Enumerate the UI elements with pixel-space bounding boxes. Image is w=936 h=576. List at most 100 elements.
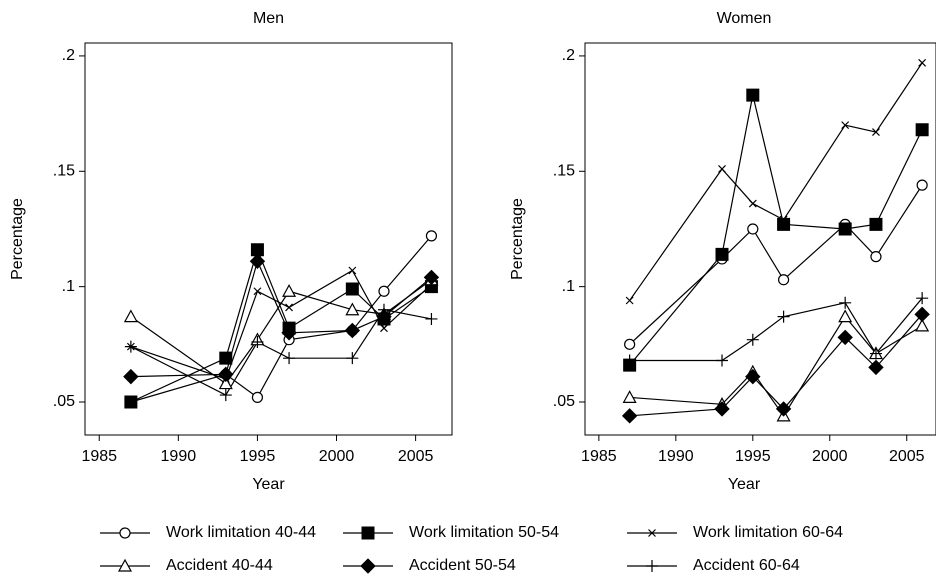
x-tick-label: 1990 [658,448,694,465]
data-point [837,329,853,346]
data-point [841,121,850,130]
data-point [425,230,438,242]
data-point [718,165,726,173]
data-point [622,390,637,403]
data-point [380,324,388,333]
series-line [629,62,923,301]
data-point [425,312,438,325]
x-tick-label: 1990 [161,448,197,465]
x-tick-label: 2000 [812,448,848,465]
data-point [346,352,359,365]
data-point [378,285,390,297]
data-point [870,251,882,263]
data-point [345,302,360,316]
x-axis-title: Year [728,476,761,493]
x-tick-label: 2005 [889,448,925,465]
data-point [625,296,634,305]
data-point [777,310,790,323]
data-point [869,347,882,360]
data-point [123,368,139,385]
legend-marker [119,527,131,539]
data-point [249,253,266,269]
data-point [219,389,232,402]
y-tick-label: .2 [562,47,575,64]
data-point [748,199,757,208]
data-point [868,359,884,376]
data-point [218,376,233,390]
legend-label: Accident 50-54 [409,557,516,574]
data-point [915,123,929,137]
data-point [621,408,638,424]
data-point [281,325,297,341]
legend-label: Work limitation 40-44 [166,524,316,541]
y-tick-label: .2 [62,47,75,64]
x-tick-label: 1995 [735,448,771,465]
x-tick-label: 1995 [240,448,276,465]
data-point [775,401,792,417]
legend-marker [360,558,376,574]
data-point [423,269,440,286]
legend-marker [117,558,133,572]
data-point [714,401,730,417]
legend-label: Work limitation 50-54 [409,524,559,541]
x-tick-label: 1985 [581,448,617,465]
data-point [872,128,880,136]
data-point [838,222,852,236]
legend-marker [361,526,375,540]
data-point [838,309,853,323]
data-point [253,287,262,296]
data-point [376,308,392,325]
x-tick-label: 2000 [319,448,355,465]
data-point [124,340,137,353]
data-point [716,354,729,367]
data-point [914,306,930,323]
y-tick-label: .15 [553,163,575,180]
data-point [715,247,729,261]
data-point [777,274,790,286]
y-tick-label: .15 [53,163,75,180]
panel-title: Men [253,10,284,27]
data-point [746,88,760,102]
x-tick-label: 2005 [398,448,434,465]
data-point [745,368,761,385]
data-point [218,366,234,383]
data-point [123,309,138,323]
x-axis-title: Year [252,476,285,493]
data-point [623,354,636,367]
data-point [285,303,293,312]
data-point [779,215,788,224]
data-point [377,303,390,316]
x-tick-label: 1985 [81,448,117,465]
data-point [915,318,930,332]
data-point [916,179,928,191]
data-point [250,243,264,257]
data-point [747,223,759,235]
data-point [251,336,264,349]
data-point [869,217,883,231]
legend-label: Accident 40-44 [166,557,273,574]
plot-frame [84,42,453,436]
y-tick-label: .1 [62,278,75,295]
data-point [839,296,852,309]
data-point [219,351,233,365]
data-point [251,391,264,403]
data-point [746,333,759,346]
data-point [282,284,297,297]
y-axis-title: Percentage [509,198,526,280]
data-point [283,352,296,365]
plot-frame [584,42,936,436]
panel-title: Women [717,10,772,27]
y-tick-label: .05 [553,393,575,410]
data-point [345,282,359,296]
data-point [344,322,361,339]
y-axis-title: Percentage [9,198,26,280]
legend-label: Accident 60-64 [693,557,800,574]
legend-marker [648,529,656,537]
y-tick-label: .1 [562,278,575,295]
data-point [916,292,929,305]
data-point [124,395,138,409]
legend-marker [646,560,658,572]
legend-label: Work limitation 60-64 [693,524,843,541]
